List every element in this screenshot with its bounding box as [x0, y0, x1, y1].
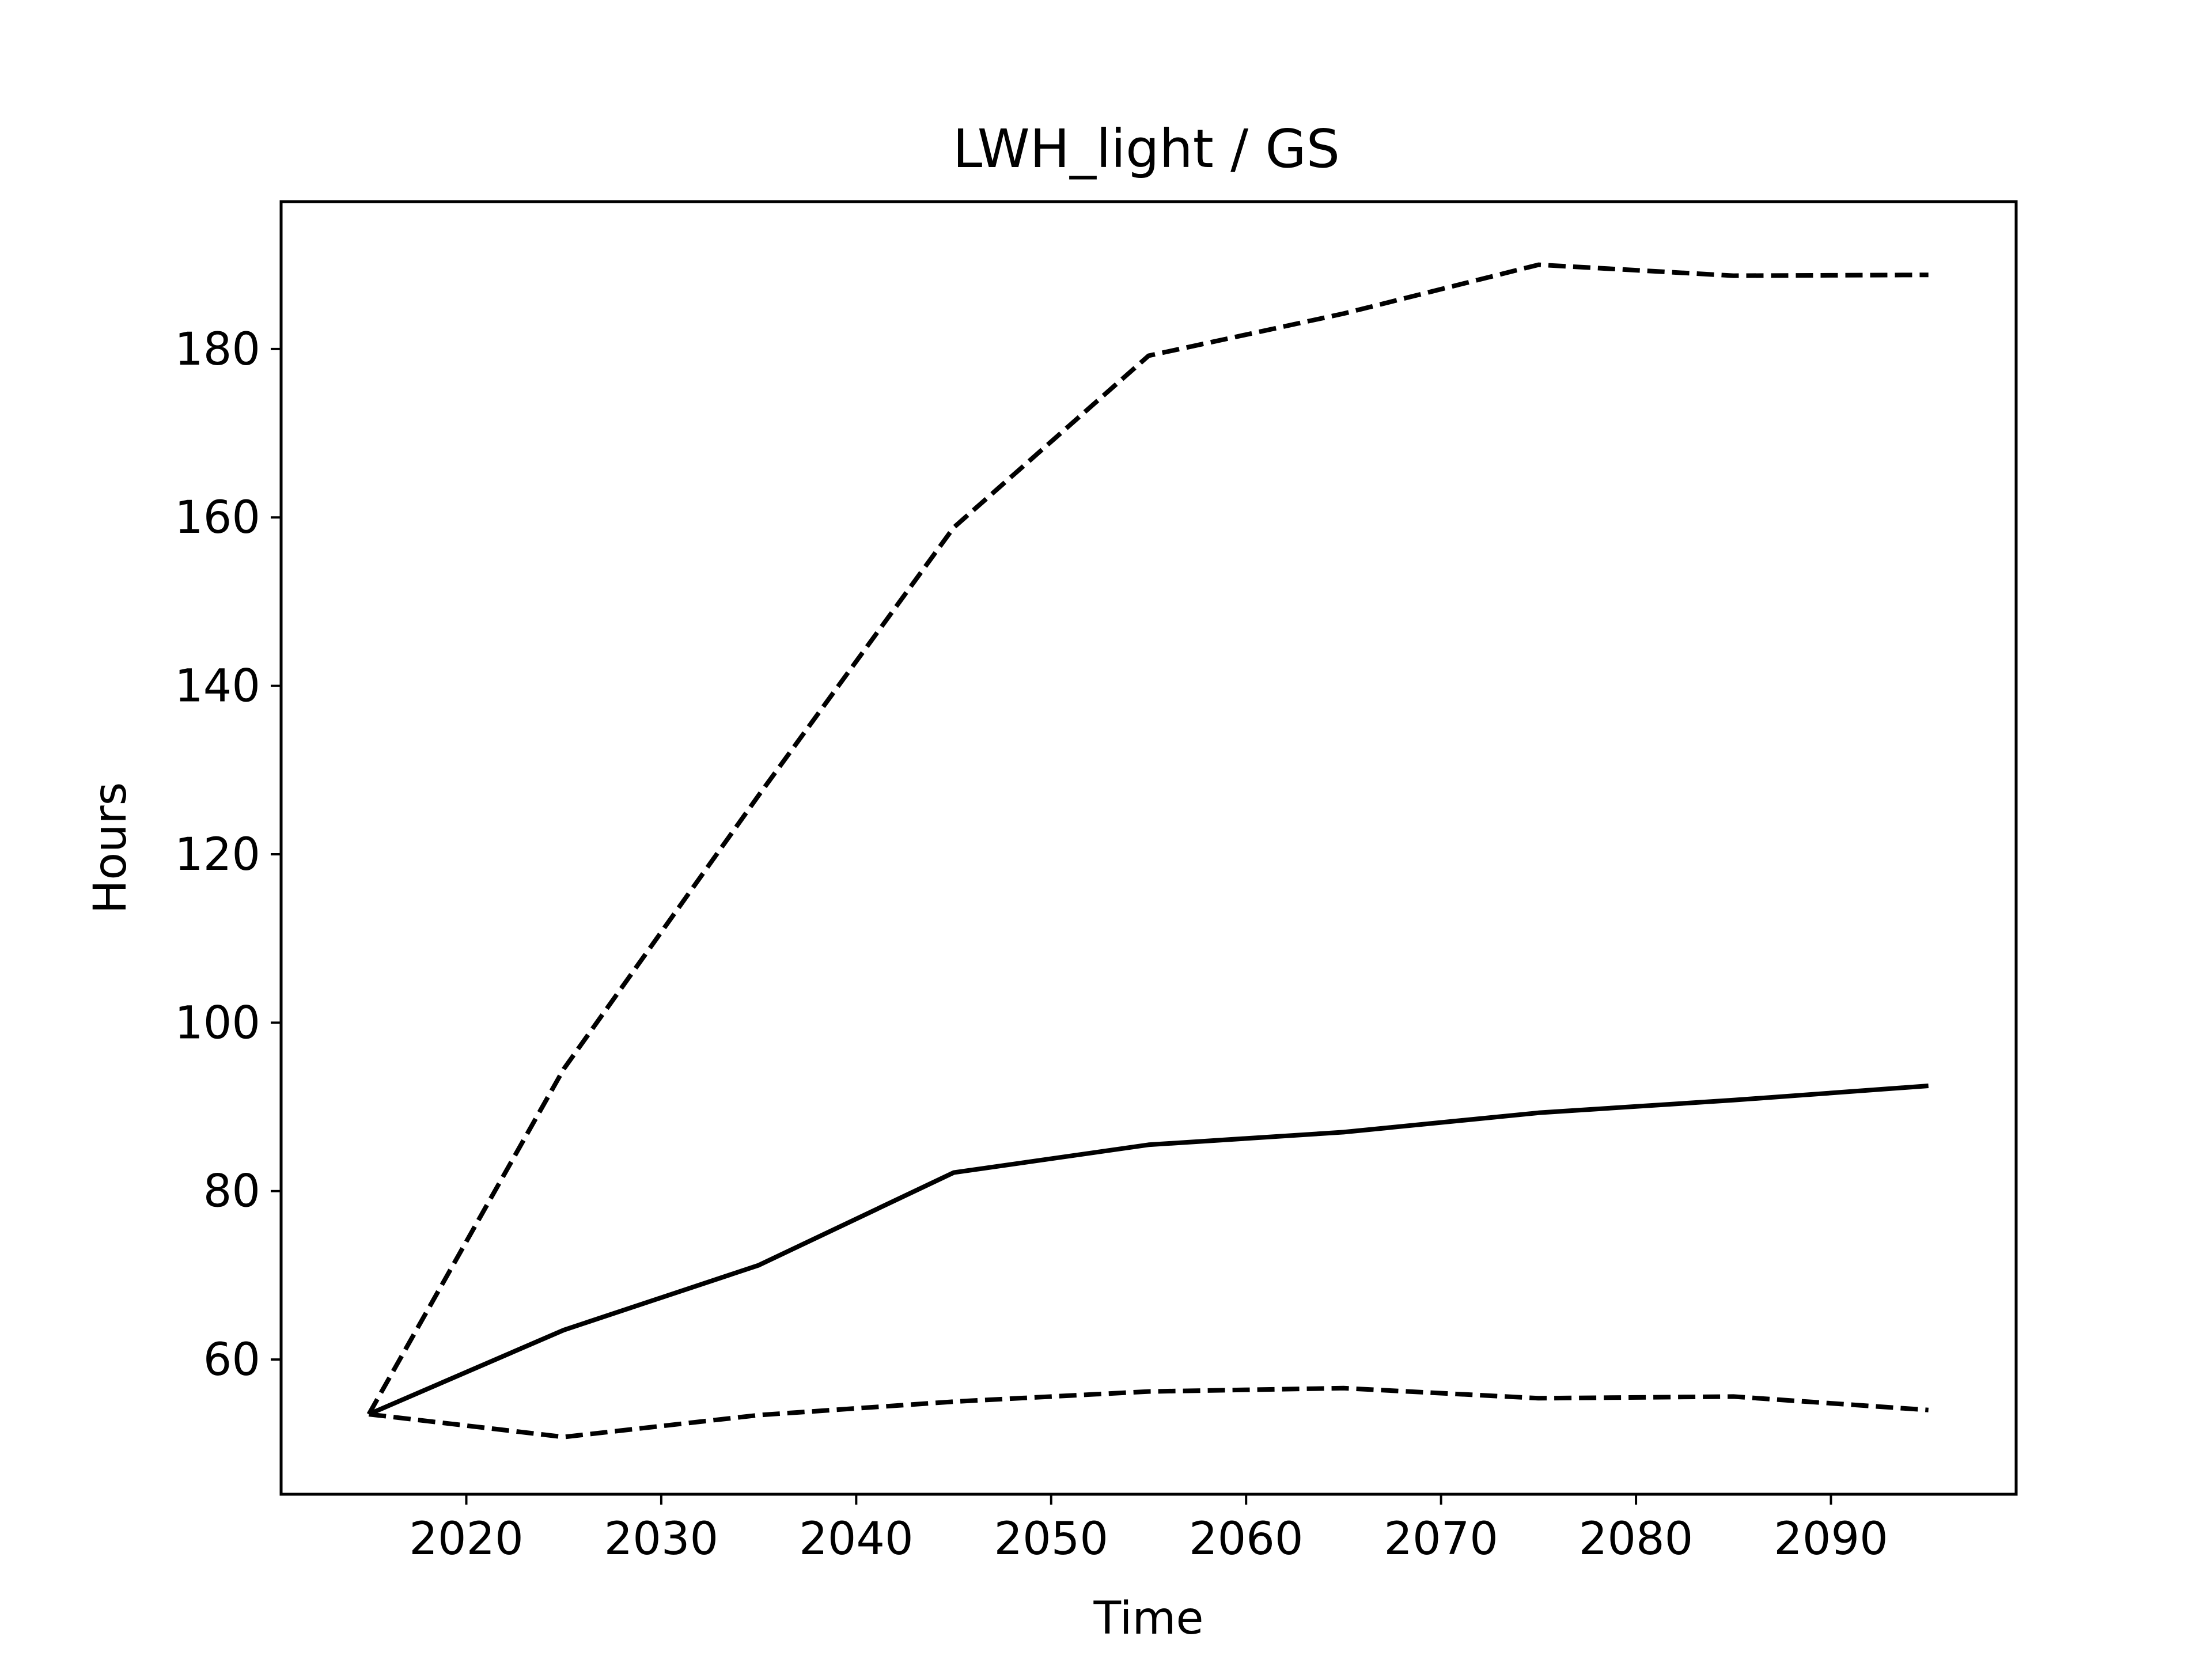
x-tick-label: 2070 [1384, 1513, 1498, 1565]
x-tick-label: 2060 [1189, 1513, 1304, 1565]
y-tick-label: 140 [175, 661, 260, 713]
plot-frame [279, 200, 2018, 1496]
x-tick-label: 2090 [1774, 1513, 1888, 1565]
series-line-3 [368, 1385, 1929, 1440]
series-line-1 [366, 262, 1929, 1416]
x-tick-label: 2020 [409, 1513, 524, 1565]
y-tick-label: 180 [175, 324, 260, 376]
y-tick-label: 120 [175, 829, 260, 881]
y-tick-label: 100 [175, 997, 260, 1049]
x-tick-label: 2080 [1579, 1513, 1694, 1565]
plot-area [366, 262, 1929, 1440]
y-tick-label: 80 [203, 1166, 260, 1218]
x-tick-label: 2050 [994, 1513, 1109, 1565]
series-line-2 [368, 1084, 1929, 1416]
y-axis-label: Hours [85, 782, 137, 914]
chart-title: LWH_light / GS [953, 118, 1340, 180]
y-axis-ticks: 60 80 100 120 140 160 180 [175, 324, 281, 1386]
x-axis-ticks: 2020 2030 2040 2050 2060 2070 2080 2090 [409, 1494, 1888, 1565]
x-tick-label: 2040 [799, 1513, 914, 1565]
y-tick-label: 60 [203, 1334, 260, 1386]
y-tick-label: 160 [175, 492, 260, 544]
x-tick-label: 2030 [604, 1513, 719, 1565]
x-axis-label: Time [1093, 1593, 1204, 1645]
